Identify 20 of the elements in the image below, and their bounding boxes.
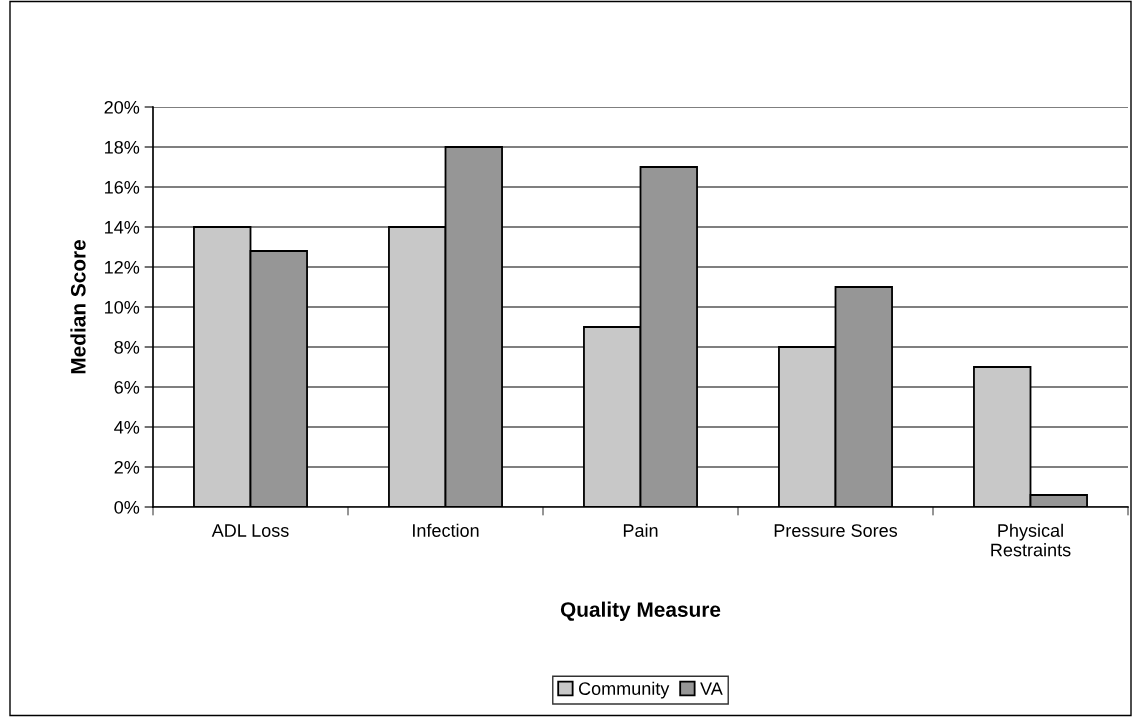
y-tick-label: 4% [114,421,140,434]
x-tick-label: Physical Restraints [991,523,1071,557]
y-tick-label: 12% [105,260,140,274]
y-tick-label: 14% [105,221,140,234]
legend-label: VA [700,682,723,695]
y-tick-label: 6% [114,380,140,394]
legend-label: Community [578,681,670,699]
y-tick-label: 10% [105,300,140,314]
y-tick-label: 16% [105,180,140,194]
y-tick-label: 8% [114,340,140,354]
y-tick-label: 20% [104,100,140,114]
y-tick-label: 0% [114,500,140,514]
x-tick-label: Infection [413,523,479,537]
y-tick-label: 2% [114,460,140,474]
x-axis-title: Quality Measure [560,601,721,622]
x-tick-label: Pain [623,523,658,537]
x-tick-label: ADL Loss [211,524,289,537]
y-axis-title: Median Score [70,239,86,374]
x-tick-label: Pressure Sores [774,524,898,537]
y-tick-label: 18% [105,140,140,154]
